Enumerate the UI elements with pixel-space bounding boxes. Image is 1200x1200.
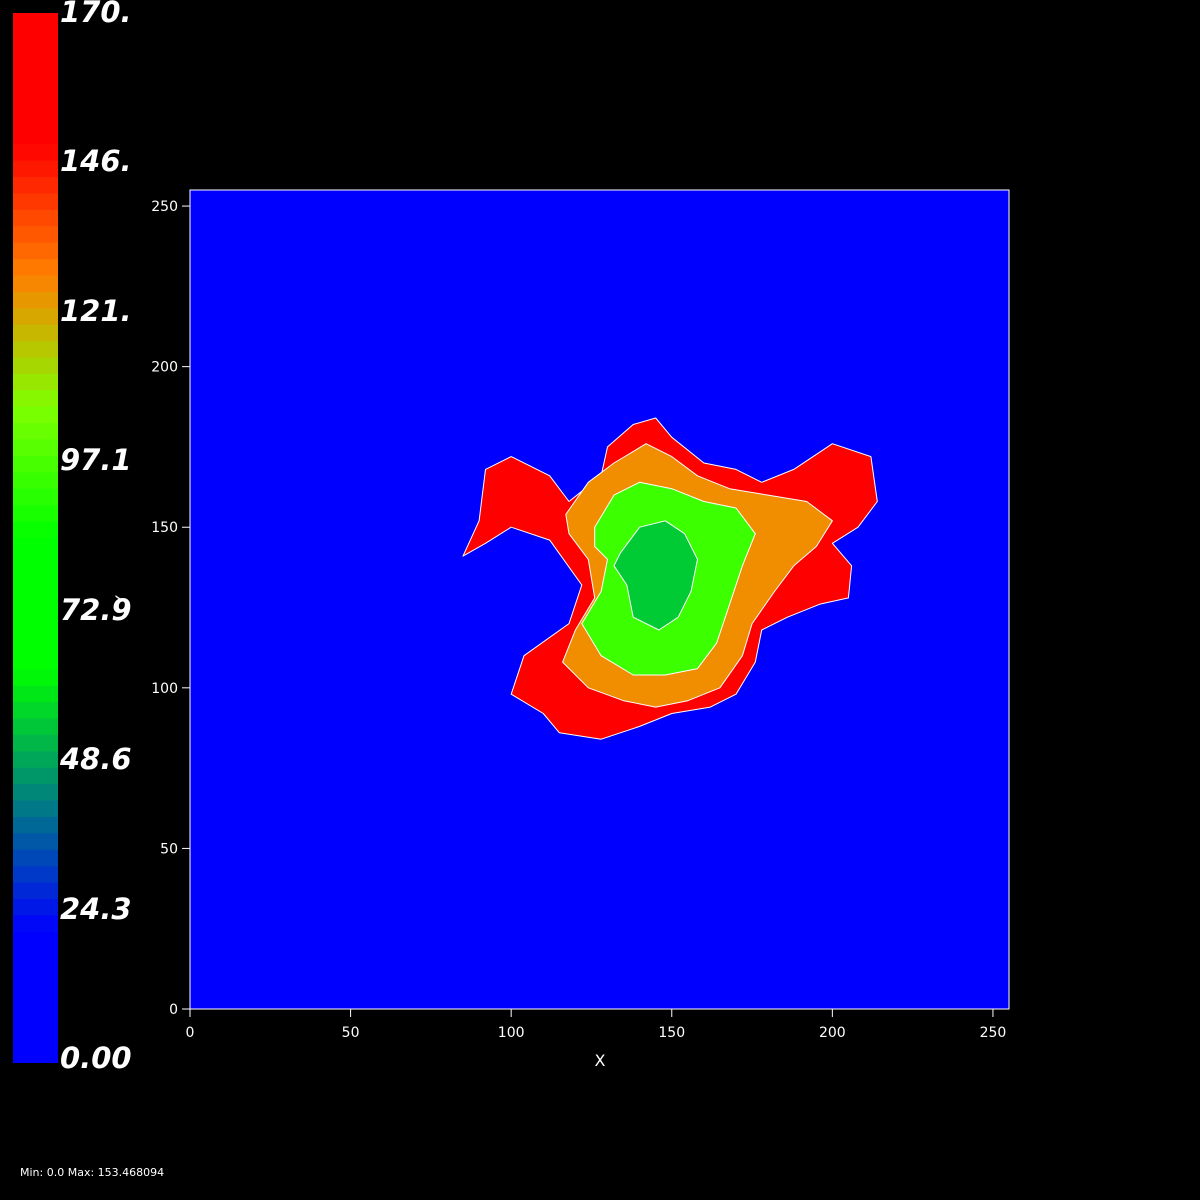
colorbar-band — [13, 702, 58, 720]
colorbar-band — [13, 964, 58, 982]
colorbar-band — [13, 193, 58, 211]
colorbar-band — [13, 242, 58, 260]
x-tick-label: 150 — [658, 1025, 685, 1041]
colorbar-band — [13, 521, 58, 539]
colorbar-label: 0.00 — [60, 1041, 132, 1075]
colorbar-band — [13, 127, 58, 145]
colorbar-band — [13, 816, 58, 834]
colorbar-band — [13, 324, 58, 342]
colorbar-band — [13, 406, 58, 424]
x-tick-label: 0 — [186, 1025, 195, 1041]
colorbar-label: 72.9 — [60, 592, 132, 627]
colorbar-band — [13, 177, 58, 195]
colorbar-band — [13, 538, 58, 556]
colorbar-band — [13, 833, 58, 851]
colorbar-band — [13, 948, 58, 966]
colorbar-band — [13, 373, 58, 391]
colorbar-band — [13, 685, 58, 703]
colorbar-band — [13, 259, 58, 277]
colorbar-label: 24.3 — [60, 891, 132, 926]
heatmap-blob — [462, 417, 878, 740]
x-axis-label: X — [595, 1051, 606, 1070]
colorbar-band — [13, 587, 58, 605]
colorbar-band — [13, 636, 58, 654]
colorbar-band — [13, 62, 58, 80]
colorbar-band — [13, 915, 58, 933]
colorbar-band — [13, 751, 58, 769]
colorbar-band — [13, 341, 58, 359]
colorbar-band — [13, 308, 58, 326]
colorbar-band — [13, 209, 58, 227]
colorbar-band — [13, 997, 58, 1015]
y-tick-label: 150 — [151, 520, 178, 536]
min-max-readout: Min: 0.0 Max: 153.468094 — [20, 1166, 165, 1179]
colorbar-band — [13, 505, 58, 523]
colorbar-band — [13, 882, 58, 900]
x-tick-label: 200 — [819, 1025, 846, 1041]
colorbar-band — [13, 784, 58, 802]
colorbar-band — [13, 275, 58, 293]
colorbar-band — [13, 849, 58, 867]
colorbar-band — [13, 931, 58, 949]
colorbar-band — [13, 423, 58, 441]
colorbar-band — [13, 980, 58, 998]
blob-ring-core — [613, 520, 698, 631]
colorbar-band — [13, 111, 58, 129]
colorbar-band — [13, 620, 58, 638]
y-axis-label: Y — [112, 595, 131, 606]
colorbar-band — [13, 1046, 58, 1063]
colorbar-band — [13, 390, 58, 408]
plot-frame — [189, 189, 1010, 1010]
colorbar-band — [13, 898, 58, 916]
colorbar-band — [13, 866, 58, 884]
colorbar-band — [13, 45, 58, 63]
colorbar-label: 146. — [60, 144, 132, 179]
colorbar-band — [13, 13, 58, 31]
colorbar-band — [13, 1030, 58, 1048]
colorbar-label: 121. — [60, 293, 132, 328]
colorbar-band — [13, 472, 58, 490]
colorbar-label: 97.1 — [60, 443, 132, 478]
colorbar-band — [13, 78, 58, 96]
colorbar — [13, 13, 58, 1063]
colorbar-band — [13, 455, 58, 473]
colorbar-band — [13, 439, 58, 457]
colorbar-band — [13, 160, 58, 178]
colorbar-band — [13, 767, 58, 785]
colorbar-band — [13, 800, 58, 818]
colorbar-band — [13, 718, 58, 736]
y-tick-label: 50 — [160, 841, 178, 857]
colorbar-band — [13, 734, 58, 752]
colorbar-band — [13, 570, 58, 588]
colorbar-band — [13, 1013, 58, 1031]
colorbar-band — [13, 357, 58, 375]
x-tick-label: 250 — [980, 1025, 1007, 1041]
plot-area — [189, 189, 1010, 1010]
colorbar-band — [13, 488, 58, 506]
colorbar-band — [13, 291, 58, 309]
y-tick-label: 200 — [151, 360, 178, 376]
colorbar-band — [13, 144, 58, 162]
colorbar-band — [13, 29, 58, 47]
y-tick-label: 100 — [151, 681, 178, 697]
colorbar-band — [13, 603, 58, 621]
colorbar-band — [13, 226, 58, 244]
y-tick-label: 0 — [169, 1002, 178, 1018]
colorbar-band — [13, 669, 58, 687]
x-tick-label: 100 — [498, 1025, 525, 1041]
x-tick-label: 50 — [342, 1025, 360, 1041]
colorbar-label: 170. — [60, 0, 132, 29]
x-axis: 0 50 100 150 200 250 — [186, 1009, 1007, 1041]
colorbar-band — [13, 652, 58, 670]
colorbar-band — [13, 554, 58, 572]
colorbar-label: 48.6 — [60, 742, 132, 777]
colorbar-band — [13, 95, 58, 113]
y-tick-label: 250 — [151, 199, 178, 215]
y-axis: 0 50 100 150 200 250 — [151, 199, 190, 1018]
